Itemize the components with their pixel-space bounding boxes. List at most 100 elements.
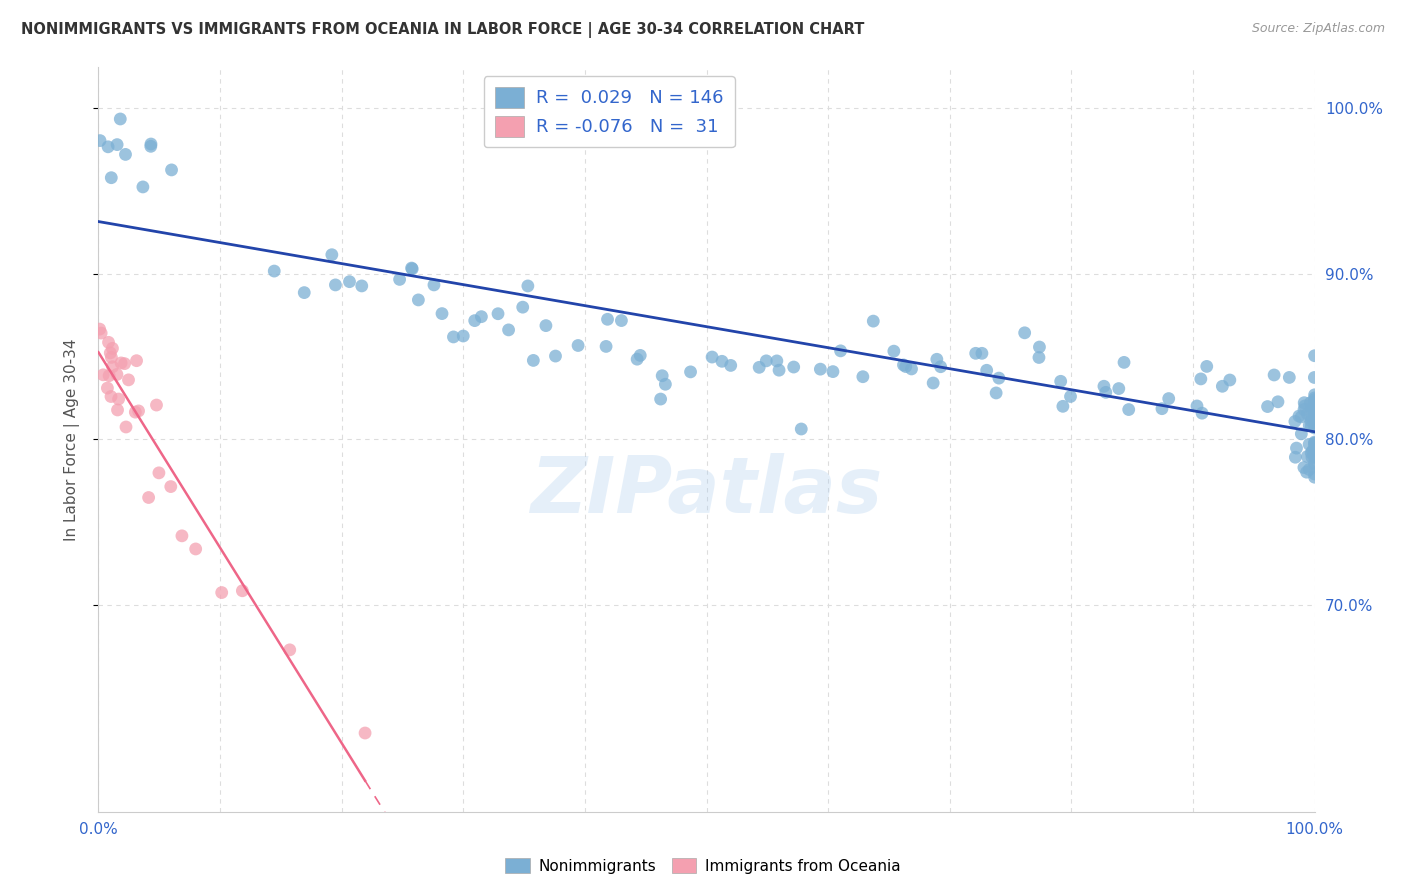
Point: [1108, 382, 1130, 396]
Point: [1294, 395, 1316, 409]
Point: [159, 479, 181, 493]
Point: [401, 261, 423, 276]
Point: [1301, 450, 1323, 465]
Point: [100, 170, 122, 185]
Point: [321, 248, 343, 262]
Point: [160, 162, 183, 177]
Point: [1303, 467, 1326, 481]
Point: [1285, 441, 1308, 455]
Point: [790, 422, 813, 436]
Point: [498, 323, 520, 337]
Point: [679, 365, 702, 379]
Point: [128, 404, 150, 418]
Point: [830, 343, 852, 358]
Point: [1303, 388, 1326, 402]
Point: [423, 277, 446, 292]
Point: [1303, 408, 1326, 422]
Point: [98, 346, 121, 360]
Point: [610, 313, 633, 327]
Point: [145, 398, 167, 412]
Point: [1298, 418, 1320, 433]
Point: [1157, 392, 1180, 406]
Point: [766, 354, 789, 368]
Point: [1303, 442, 1326, 456]
Point: [522, 353, 544, 368]
Point: [124, 405, 146, 419]
Point: [852, 369, 875, 384]
Point: [1185, 399, 1208, 413]
Point: [1284, 415, 1306, 429]
Point: [114, 147, 136, 161]
Point: [516, 279, 538, 293]
Point: [1302, 443, 1324, 458]
Point: [984, 386, 1007, 401]
Point: [976, 363, 998, 377]
Point: [534, 318, 557, 333]
Point: [117, 373, 139, 387]
Legend: R =  0.029   N = 146, R = -0.076   N =  31: R = 0.029 N = 146, R = -0.076 N = 31: [484, 76, 734, 147]
Point: [1291, 426, 1313, 441]
Point: [596, 312, 619, 326]
Point: [408, 293, 430, 307]
Point: [929, 359, 952, 374]
Point: [1299, 414, 1322, 428]
Point: [628, 348, 651, 362]
Point: [922, 376, 945, 390]
Point: [1303, 450, 1326, 465]
Point: [654, 377, 676, 392]
Point: [1189, 372, 1212, 386]
Point: [110, 356, 132, 370]
Point: [1288, 409, 1310, 423]
Point: [1303, 411, 1326, 425]
Point: [470, 310, 492, 324]
Point: [211, 585, 233, 599]
Point: [1211, 379, 1233, 393]
Point: [1195, 359, 1218, 374]
Point: [768, 363, 790, 377]
Point: [97, 140, 120, 154]
Point: [1303, 445, 1326, 459]
Point: [339, 275, 361, 289]
Point: [1219, 373, 1241, 387]
Point: [148, 466, 170, 480]
Point: [430, 307, 453, 321]
Point: [1118, 402, 1140, 417]
Point: [755, 354, 778, 368]
Point: [1303, 401, 1326, 415]
Point: [89, 322, 111, 336]
Point: [1303, 401, 1326, 416]
Point: [1112, 355, 1135, 369]
Point: [443, 330, 465, 344]
Point: [1059, 390, 1081, 404]
Point: [90, 326, 112, 340]
Point: [1301, 401, 1323, 416]
Legend: Nonimmigrants, Immigrants from Oceania: Nonimmigrants, Immigrants from Oceania: [499, 852, 907, 880]
Point: [1257, 400, 1279, 414]
Point: [170, 529, 193, 543]
Point: [107, 403, 129, 417]
Point: [401, 261, 423, 276]
Point: [105, 137, 128, 152]
Point: [464, 313, 486, 327]
Point: [883, 344, 905, 359]
Point: [970, 346, 993, 360]
Point: [139, 139, 162, 153]
Point: [1303, 448, 1326, 462]
Point: [1303, 392, 1326, 407]
Point: [894, 359, 917, 374]
Point: [100, 351, 122, 365]
Point: [1295, 465, 1317, 479]
Point: [1291, 409, 1313, 424]
Point: [132, 180, 155, 194]
Point: [821, 365, 844, 379]
Point: [862, 314, 884, 328]
Point: [1301, 446, 1323, 460]
Text: Source: ZipAtlas.com: Source: ZipAtlas.com: [1251, 22, 1385, 36]
Point: [1298, 437, 1320, 451]
Point: [1028, 340, 1050, 354]
Point: [1301, 419, 1323, 434]
Point: [184, 541, 207, 556]
Point: [114, 357, 136, 371]
Point: [1303, 456, 1326, 470]
Point: [388, 272, 411, 286]
